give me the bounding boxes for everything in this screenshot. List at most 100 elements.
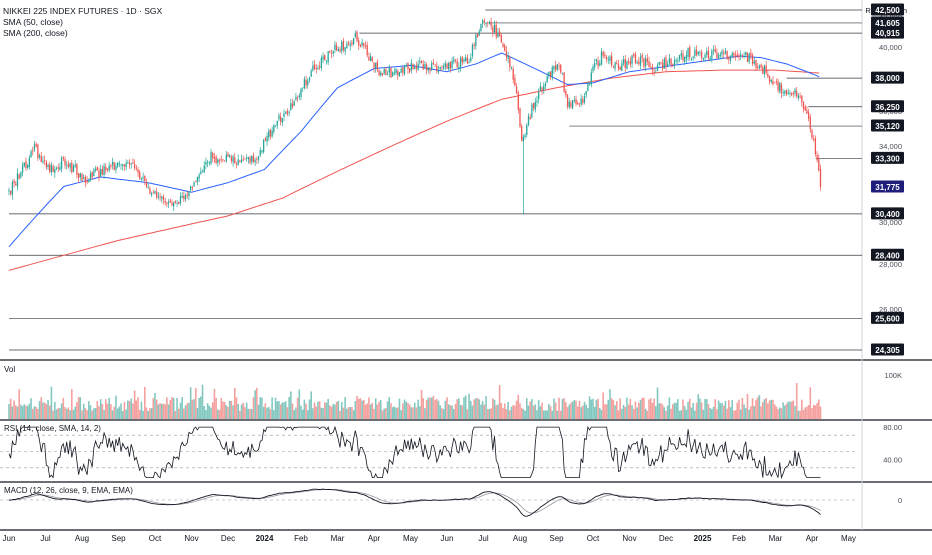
candle-body (633, 54, 635, 56)
candle-body (125, 162, 127, 167)
candle-body (532, 103, 535, 108)
candle-body (30, 151, 32, 158)
volume-bar (177, 408, 180, 419)
candle-body (641, 55, 643, 58)
candle-body (549, 71, 552, 77)
candle-body (76, 163, 78, 175)
candle-body (18, 174, 20, 179)
candle-body (271, 130, 273, 137)
volume-bar (804, 407, 807, 419)
price-tag-label: 25,600 (875, 314, 900, 323)
candle-body (188, 191, 190, 197)
volume-bar (782, 402, 784, 419)
volume-bar (164, 404, 166, 419)
candle-body (37, 144, 39, 159)
volume-bar (751, 398, 754, 419)
volume-bar (605, 404, 608, 419)
candle-body (368, 56, 370, 61)
volume-bar (82, 403, 85, 419)
macd-pane-title: MACD (12, 26, close, 9, EMA, EMA) (4, 486, 133, 495)
candle-body (796, 91, 798, 97)
volume-bar (237, 403, 239, 419)
volume-bar (507, 401, 509, 419)
candle-body (8, 190, 10, 192)
volume-bar (405, 401, 408, 419)
candle-body (526, 124, 528, 135)
volume-bar (20, 404, 22, 419)
volume-bar (775, 406, 778, 419)
volume-bar (565, 402, 567, 419)
volume-bar (471, 405, 474, 419)
candle-body (54, 168, 56, 173)
volume-bar (811, 408, 813, 419)
candle-body (259, 150, 261, 156)
volume-bar (743, 404, 745, 419)
volume-bar (714, 399, 717, 419)
candle-body (320, 57, 323, 69)
candle-body (157, 196, 160, 198)
candle-body (772, 81, 774, 85)
candle-body (105, 166, 107, 171)
volume-bar (655, 406, 657, 419)
volume-bar (132, 403, 134, 419)
volume-bar (417, 399, 419, 419)
candle-body (434, 64, 436, 66)
candle-body (147, 187, 149, 188)
candle-body (361, 42, 363, 46)
candle-body (15, 183, 17, 186)
candle-body (588, 83, 591, 84)
candle-body (371, 57, 373, 61)
volume-bar (240, 404, 243, 419)
candle-body (55, 167, 58, 169)
volume-bar (558, 397, 560, 419)
volume-bar (115, 395, 117, 419)
volume-bar (262, 406, 265, 419)
candle-body (697, 51, 699, 55)
volume-bar (476, 398, 479, 419)
candle-body (178, 201, 180, 204)
candle-body (661, 62, 664, 69)
volume-bar (480, 404, 482, 419)
price-tag-35120 (871, 119, 904, 132)
candle-body (120, 164, 122, 166)
candle-body (544, 83, 547, 86)
candle-body (385, 69, 387, 75)
candle-body (281, 118, 283, 123)
volume-bar (330, 406, 333, 419)
candle-body (485, 22, 487, 24)
time-axis-tick: Jun (3, 534, 16, 543)
volume-bar (398, 398, 401, 419)
candle-body (719, 54, 721, 56)
volume-bar (189, 387, 192, 419)
volume-bar (514, 405, 516, 419)
candle-body (514, 78, 516, 86)
candle-body (565, 91, 567, 96)
candle-body (758, 65, 761, 69)
volume-bar (592, 398, 594, 419)
volume-bar (768, 400, 771, 419)
volume-bar (232, 405, 234, 419)
candle-body (246, 157, 248, 159)
volume-bar (683, 406, 686, 419)
volume-bar (332, 404, 335, 419)
candle-body (453, 59, 455, 62)
volume-bar (419, 406, 421, 419)
candle-body (64, 159, 66, 166)
candle-body (780, 84, 783, 94)
volume-bar (621, 408, 623, 419)
candle-body (790, 92, 793, 95)
price-tag-label: 30,400 (875, 210, 900, 219)
candle-body (144, 175, 146, 182)
volume-bar (651, 402, 654, 419)
volume-bar (439, 405, 442, 419)
volume-bar (481, 401, 484, 419)
candle-body (288, 111, 290, 113)
volume-bar (60, 403, 63, 419)
candle-body (442, 66, 445, 69)
volume-bar (532, 405, 535, 419)
candle-body (191, 187, 193, 189)
candle-body (79, 173, 81, 177)
volume-bar (120, 403, 122, 419)
